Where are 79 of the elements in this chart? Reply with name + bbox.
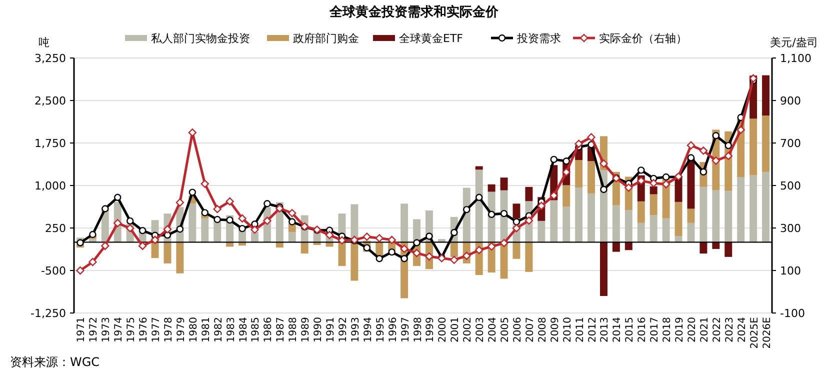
chart-title: 全球黄金投资需求和实际金价 xyxy=(328,4,500,20)
x-tick-label: 2011 xyxy=(574,317,586,342)
y2-tick-label: -100 xyxy=(780,307,805,320)
x-tick-label: 1996 xyxy=(388,317,399,342)
x-tick-label: 1994 xyxy=(362,317,374,342)
x-tick-label: 1972 xyxy=(88,317,100,342)
y-tick-label: 1,000 xyxy=(34,180,66,192)
legend-label: 全球黄金ETF xyxy=(399,32,463,45)
legend-label: 政府部门购金 xyxy=(293,32,359,45)
x-tick-label: 2013 xyxy=(600,317,611,342)
y2-tick-label: 700 xyxy=(780,137,801,150)
legend-label: 投资需求 xyxy=(516,32,561,45)
x-tick-label: 2012 xyxy=(587,317,598,342)
x-tick-label: 1998 xyxy=(412,317,424,342)
legend-label: 私人部门实物金投资 xyxy=(151,32,250,45)
y-tick-label: -500 xyxy=(41,264,66,278)
x-tick-label: 1992 xyxy=(338,317,349,342)
legend-label: 实际金价（右轴） xyxy=(599,32,687,45)
y2-axis-title: 美元/盎司 xyxy=(770,36,818,49)
x-tick-label: 1999 xyxy=(425,317,436,342)
x-tick-label: 2021 xyxy=(699,317,710,342)
x-tick-label: 1977 xyxy=(151,317,162,342)
x-tick-label: 2001 xyxy=(450,317,462,342)
x-tick-label: 2004 xyxy=(488,317,499,342)
y-tick-label: 2,500 xyxy=(34,94,66,108)
x-tick-label: 2008 xyxy=(537,317,548,342)
y-tick-label: 1,750 xyxy=(34,137,66,150)
x-tick-label: 2020 xyxy=(686,317,698,342)
x-tick-label: 2025E xyxy=(749,317,760,349)
x-tick-label: 2019 xyxy=(674,317,686,342)
x-tick-label: 1983 xyxy=(226,317,237,342)
x-tick-label: 1971 xyxy=(76,317,88,342)
text: 资料来源：WGC xyxy=(10,355,100,369)
x-tick-label: 1997 xyxy=(400,317,412,342)
x-tick-label: 1975 xyxy=(126,317,138,342)
x-tick-label: 1974 xyxy=(114,317,125,342)
x-tick-label: 2018 xyxy=(662,317,674,342)
y-axis-title: 吨 xyxy=(38,36,50,49)
x-tick-label: 2015 xyxy=(624,317,636,342)
y-tick-label: 3,250 xyxy=(34,52,66,65)
x-tick-label: 1985 xyxy=(250,317,262,342)
y2-tick-label: 300 xyxy=(780,222,801,235)
x-tick-label: 2003 xyxy=(475,317,486,342)
x-tick-label: 1989 xyxy=(300,317,312,342)
x-tick-label: 1979 xyxy=(176,317,187,342)
x-tick-label: 1982 xyxy=(213,317,224,342)
x-tick-label: 1980 xyxy=(188,317,200,342)
y-tick-label: 250 xyxy=(45,222,66,235)
x-tick-label: 2009 xyxy=(550,317,561,342)
x-tick-label: 2002 xyxy=(462,317,474,342)
x-tick-label: 2014 xyxy=(612,317,624,342)
x-tick-label: 1988 xyxy=(288,317,300,342)
y2-tick-label: 100 xyxy=(780,264,801,278)
x-tick-label: 1991 xyxy=(326,317,337,342)
x-tick-label: 2017 xyxy=(650,317,661,342)
x-tick-label: 1986 xyxy=(263,317,274,342)
x-tick-label: 2022 xyxy=(712,317,723,342)
x-tick-label: 2010 xyxy=(562,317,574,342)
x-tick-label: 1995 xyxy=(375,317,386,342)
x-tick-label: 1978 xyxy=(163,317,174,342)
x-tick-label: 2000 xyxy=(438,317,449,342)
x-tick-label: 2024 xyxy=(736,317,748,342)
x-tick-label: 2007 xyxy=(524,317,536,342)
x-tick-label: 1987 xyxy=(276,317,287,342)
x-tick-label: 1990 xyxy=(313,317,324,342)
x-tick-label: 1976 xyxy=(138,317,150,342)
x-tick-label: 2006 xyxy=(512,317,524,342)
x-tick-label: 1984 xyxy=(238,317,250,342)
x-tick-label: 1993 xyxy=(350,317,362,342)
x-tick-label: 2023 xyxy=(724,317,736,342)
x-tick-label: 2016 xyxy=(637,317,648,342)
y-tick-label: -1,250 xyxy=(30,307,66,320)
x-tick-label: 2026E xyxy=(762,317,773,349)
y2-tick-label: 1,100 xyxy=(780,52,812,65)
x-tick-label: 1973 xyxy=(101,317,112,342)
y2-tick-label: 900 xyxy=(780,94,801,108)
x-tick-label: 1981 xyxy=(200,317,212,342)
y2-tick-label: 500 xyxy=(780,180,801,192)
x-tick-label: 2005 xyxy=(500,317,512,342)
